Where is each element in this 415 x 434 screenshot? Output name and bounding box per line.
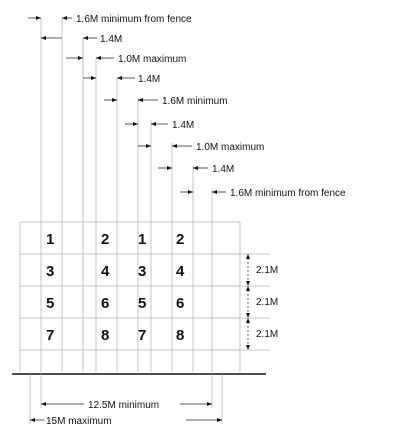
row-spacing-label: 2.1M [256, 329, 278, 340]
dimension-labels: 1.6M minimum from fence 1.4M 1.0M maximu… [76, 14, 346, 199]
dimension-lines [28, 16, 226, 372]
row-spacing-label: 2.1M [256, 297, 278, 308]
overall-width-dimensions: 12.5M minimum 15M maximum [29, 374, 223, 427]
plot-number: 6 [176, 295, 184, 312]
plot-number: 2 [101, 231, 109, 248]
plot-number: 5 [46, 295, 54, 312]
dim-label-8: 1.4M [212, 164, 234, 175]
plot-number: 3 [138, 263, 146, 280]
dim-label-3: 1.0M maximum [118, 54, 186, 65]
plot-number: 8 [176, 327, 184, 344]
dim-label-6: 1.4M [172, 120, 194, 131]
plot-number: 1 [138, 231, 146, 248]
dim-label-5: 1.6M minimum [162, 96, 228, 107]
plot-number: 6 [101, 295, 109, 312]
plot-number: 7 [138, 327, 146, 344]
row-spacing-dimension: 2.1M 2.1M 2.1M [246, 254, 278, 350]
dim-label-9: 1.6M minimum from fence [230, 188, 346, 199]
min-width-label: 12.5M minimum [88, 400, 159, 411]
dim-label-1: 1.6M minimum from fence [76, 14, 192, 25]
dim-label-7: 1.0M maximum [196, 142, 264, 153]
plot-grid [19, 221, 270, 372]
plot-number: 1 [46, 231, 54, 248]
dim-label-4: 1.4M [138, 74, 160, 85]
plot-numbers: 1 2 1 2 3 4 3 4 5 6 5 6 7 8 7 8 [46, 231, 185, 344]
plot-number: 3 [46, 263, 54, 280]
plot-number: 2 [176, 231, 184, 248]
plot-number: 8 [101, 327, 109, 344]
row-spacing-label: 2.1M [256, 265, 278, 276]
dim-label-2: 1.4M [100, 34, 122, 45]
plot-number: 7 [46, 327, 54, 344]
plot-number: 5 [138, 295, 146, 312]
max-width-label: 15M maximum [46, 416, 112, 427]
plot-number: 4 [101, 263, 110, 280]
plot-number: 4 [176, 263, 185, 280]
